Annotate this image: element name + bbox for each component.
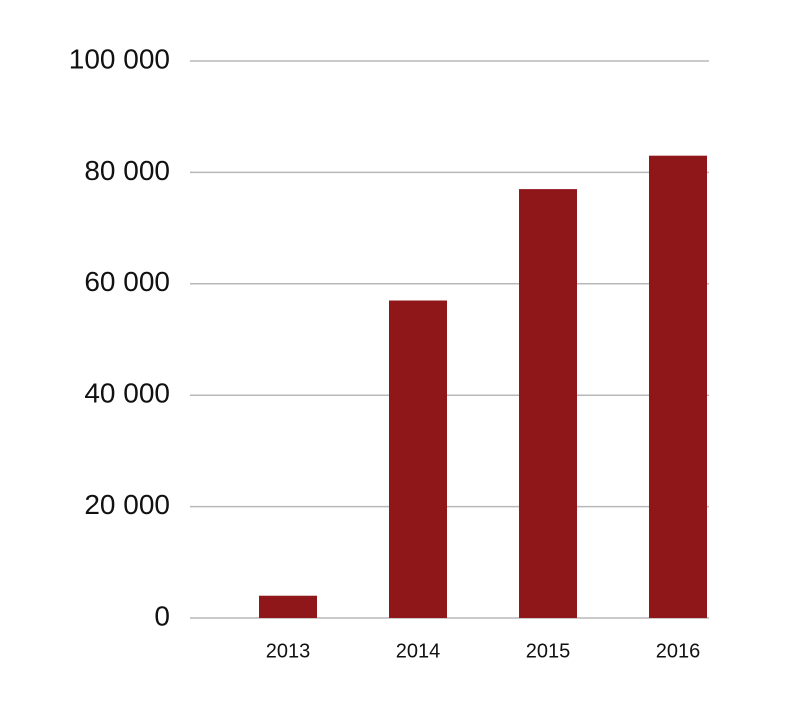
y-tick-label: 40 000 <box>84 378 170 409</box>
bar <box>389 300 447 618</box>
y-tick-label: 60 000 <box>84 266 170 297</box>
x-tick-label: 2014 <box>396 640 441 662</box>
bar <box>259 595 317 618</box>
y-tick-label: 0 <box>154 600 170 631</box>
x-tick-label: 2013 <box>266 640 311 662</box>
y-tick-label: 80 000 <box>84 155 170 186</box>
y-tick-label: 20 000 <box>84 489 170 520</box>
x-tick-label: 2015 <box>526 640 571 662</box>
x-tick-label: 2016 <box>656 640 701 662</box>
bar <box>519 189 577 619</box>
y-tick-label: 100 000 <box>69 43 170 74</box>
bar <box>649 155 707 618</box>
